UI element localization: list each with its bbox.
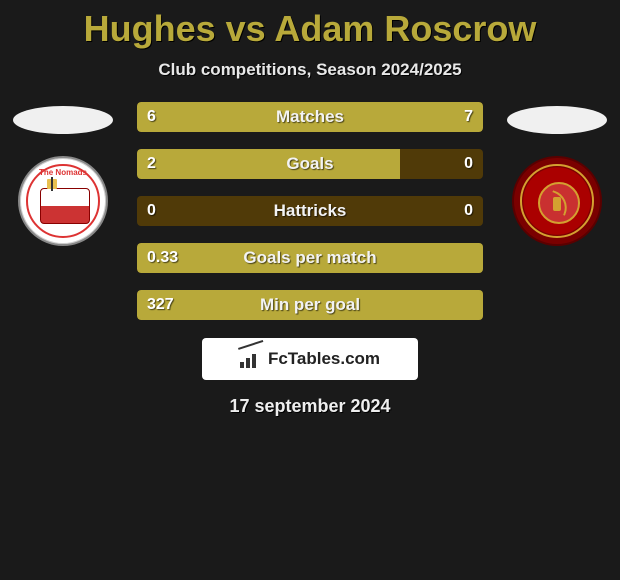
right-club-badge-center (538, 182, 580, 224)
stat-row: 327 Min per goal (137, 290, 483, 320)
right-player-avatar (507, 106, 607, 134)
comparison-content: The Nomads 6 Matches 7 2 Goals 0 (0, 102, 620, 417)
stat-row: 6 Matches 7 (137, 102, 483, 132)
left-player-avatar (13, 106, 113, 134)
stat-value-right: 0 (464, 202, 473, 220)
stat-label: Goals (137, 154, 483, 174)
left-club-badge: The Nomads (18, 156, 108, 246)
date-text: 17 september 2024 (0, 396, 620, 417)
right-club-badge (512, 156, 602, 246)
stat-label: Goals per match (137, 248, 483, 268)
stat-label: Hattricks (137, 201, 483, 221)
stat-label: Min per goal (137, 295, 483, 315)
stat-row: 0 Hattricks 0 (137, 196, 483, 226)
stats-list: 6 Matches 7 2 Goals 0 0 Hattricks 0 0.33… (137, 102, 483, 320)
left-club-badge-text: The Nomads (20, 168, 106, 177)
stat-row: 2 Goals 0 (137, 149, 483, 179)
page-subtitle: Club competitions, Season 2024/2025 (0, 60, 620, 80)
archer-icon (547, 191, 571, 215)
chart-icon (240, 350, 262, 368)
left-player-column: The Nomads (8, 102, 118, 246)
page-title: Hughes vs Adam Roscrow (0, 0, 620, 50)
stat-row: 0.33 Goals per match (137, 243, 483, 273)
ship-icon (40, 188, 90, 224)
attribution-text: FcTables.com (268, 349, 380, 369)
right-player-column (502, 102, 612, 246)
stat-value-right: 7 (464, 108, 473, 126)
stat-value-right: 0 (464, 155, 473, 173)
attribution-badge: FcTables.com (202, 338, 418, 380)
stat-label: Matches (137, 107, 483, 127)
